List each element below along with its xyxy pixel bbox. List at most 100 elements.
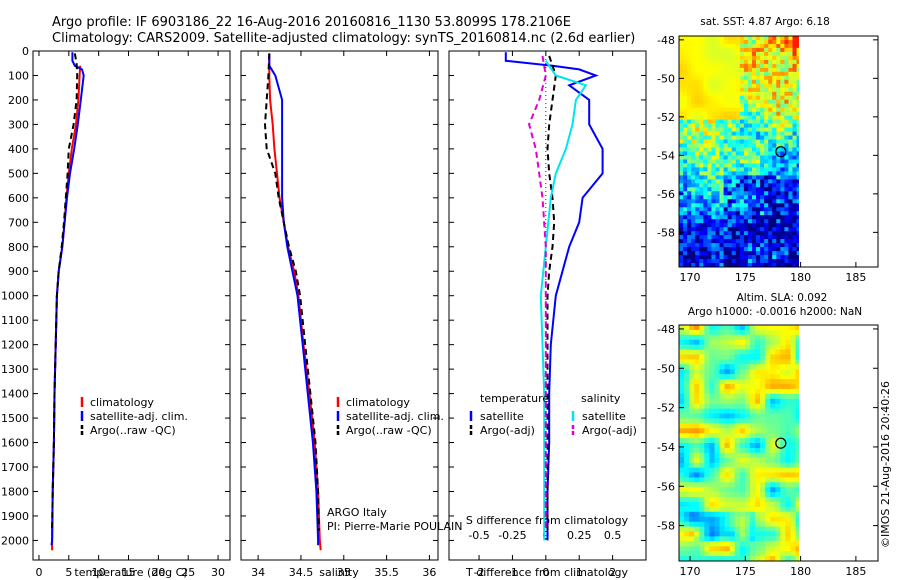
heatmap-cell (739, 398, 746, 405)
heatmap-cell (699, 263, 704, 267)
heatmap-cell (679, 374, 685, 380)
heatmap-cell (795, 482, 799, 488)
heatmap-cell (795, 492, 799, 498)
heatmap-cell (735, 223, 741, 228)
heatmap-cell (764, 179, 769, 184)
heatmap-cell (715, 175, 721, 180)
heatmap-cell (731, 171, 737, 176)
heatmap-cell (775, 403, 781, 410)
heatmap-cell (734, 462, 741, 469)
heatmap-cell (744, 556, 751, 561)
heatmap-cell (709, 438, 716, 444)
heatmap-cell (683, 183, 688, 188)
heatmap-cell (687, 215, 692, 220)
heatmap-cell (792, 40, 798, 45)
heatmap-cell (719, 482, 726, 488)
heatmap-cell (731, 79, 737, 85)
heatmap-cell (699, 364, 705, 370)
heatmap-cell (707, 199, 713, 204)
heatmap-cell (744, 462, 751, 469)
heatmap-cell (744, 364, 751, 370)
heatmap-cell (707, 231, 713, 236)
heatmap-cell (792, 91, 798, 97)
heatmap-cell (704, 334, 710, 341)
heatmap-cell (699, 99, 704, 105)
heatmap-cell (796, 47, 799, 53)
heatmap-cell (747, 91, 753, 97)
heatmap-cell (687, 167, 692, 172)
heatmap-cell (780, 521, 786, 528)
heatmap-cell (684, 482, 690, 488)
heatmap-cell (792, 159, 798, 165)
heatmap-cell (788, 151, 794, 157)
heatmap-cell (699, 511, 705, 518)
heatmap-cell (695, 203, 700, 208)
heatmap-cell (772, 195, 777, 200)
heatmap-cell (780, 359, 786, 365)
heatmap-cell (699, 359, 705, 365)
heatmap-cell (768, 55, 773, 61)
heatmap-cell (765, 521, 771, 528)
heatmap-cell (719, 155, 725, 161)
heatmap-cell (703, 111, 708, 117)
heatmap-cell (752, 263, 757, 267)
heatmap-cell (796, 111, 799, 117)
heatmap-cell (795, 329, 799, 336)
heatmap-cell (719, 526, 726, 533)
series-line-argo-adj (528, 55, 547, 531)
heatmap-cell (703, 179, 708, 184)
heatmap-cell (727, 231, 733, 236)
heatmap-cell (715, 127, 721, 133)
heatmap-cell (780, 79, 785, 85)
heatmap-cell (709, 462, 716, 469)
heatmap-cell (739, 163, 745, 168)
heatmap-cell (724, 413, 731, 419)
heatmap-cell (684, 408, 690, 415)
heatmap-cell (723, 159, 729, 165)
heatmap-cell (719, 179, 725, 184)
legend-label: satellite-adj. clim. (90, 410, 188, 423)
heatmap-cell (679, 147, 684, 153)
heatmap-cell (772, 191, 777, 196)
heatmap-cell (739, 167, 745, 172)
heatmap-cell (679, 379, 685, 385)
heatmap-cell (683, 219, 688, 224)
heatmap-cell (724, 526, 731, 533)
heatmap-cell (683, 191, 688, 196)
heatmap-cell (719, 139, 725, 145)
heatmap-cell (775, 325, 781, 331)
heatmap-cell (709, 354, 716, 360)
heatmap-cell (776, 183, 781, 188)
heatmap-cell (775, 359, 781, 365)
heatmap-cell (684, 556, 690, 561)
heatmap-cell (775, 506, 781, 513)
heatmap-cell (760, 339, 766, 346)
heatmap-cell (788, 107, 794, 113)
heatmap-cell (689, 438, 695, 444)
heatmap-cell (703, 251, 708, 256)
heatmap-cell (699, 187, 704, 192)
heatmap-cell (760, 239, 765, 244)
heatmap-cell (788, 191, 794, 196)
heatmap-cell (735, 247, 741, 252)
heatmap-cell (780, 155, 785, 161)
heatmap-cell (760, 219, 765, 224)
heatmap-cell (768, 183, 773, 188)
heatmap-cell (760, 546, 766, 552)
heatmap-cell (694, 354, 700, 360)
heatmap-cell (784, 211, 790, 216)
heatmap-cell (796, 83, 799, 89)
heatmap-cell (679, 259, 684, 264)
heatmap-cell (735, 143, 741, 149)
series-line-satellite-adj-clim (268, 53, 320, 546)
heatmap-cell (735, 40, 741, 45)
heatmap-cell (683, 175, 688, 180)
heatmap-cell (780, 413, 786, 419)
heatmap-cell (735, 171, 741, 176)
heatmap-cell (731, 111, 737, 117)
y-tick-label: 2000 (1, 534, 29, 547)
heatmap-cell (727, 259, 733, 264)
heatmap-cell (739, 443, 746, 449)
heatmap-cell (780, 393, 786, 400)
heatmap-cell (780, 354, 786, 360)
